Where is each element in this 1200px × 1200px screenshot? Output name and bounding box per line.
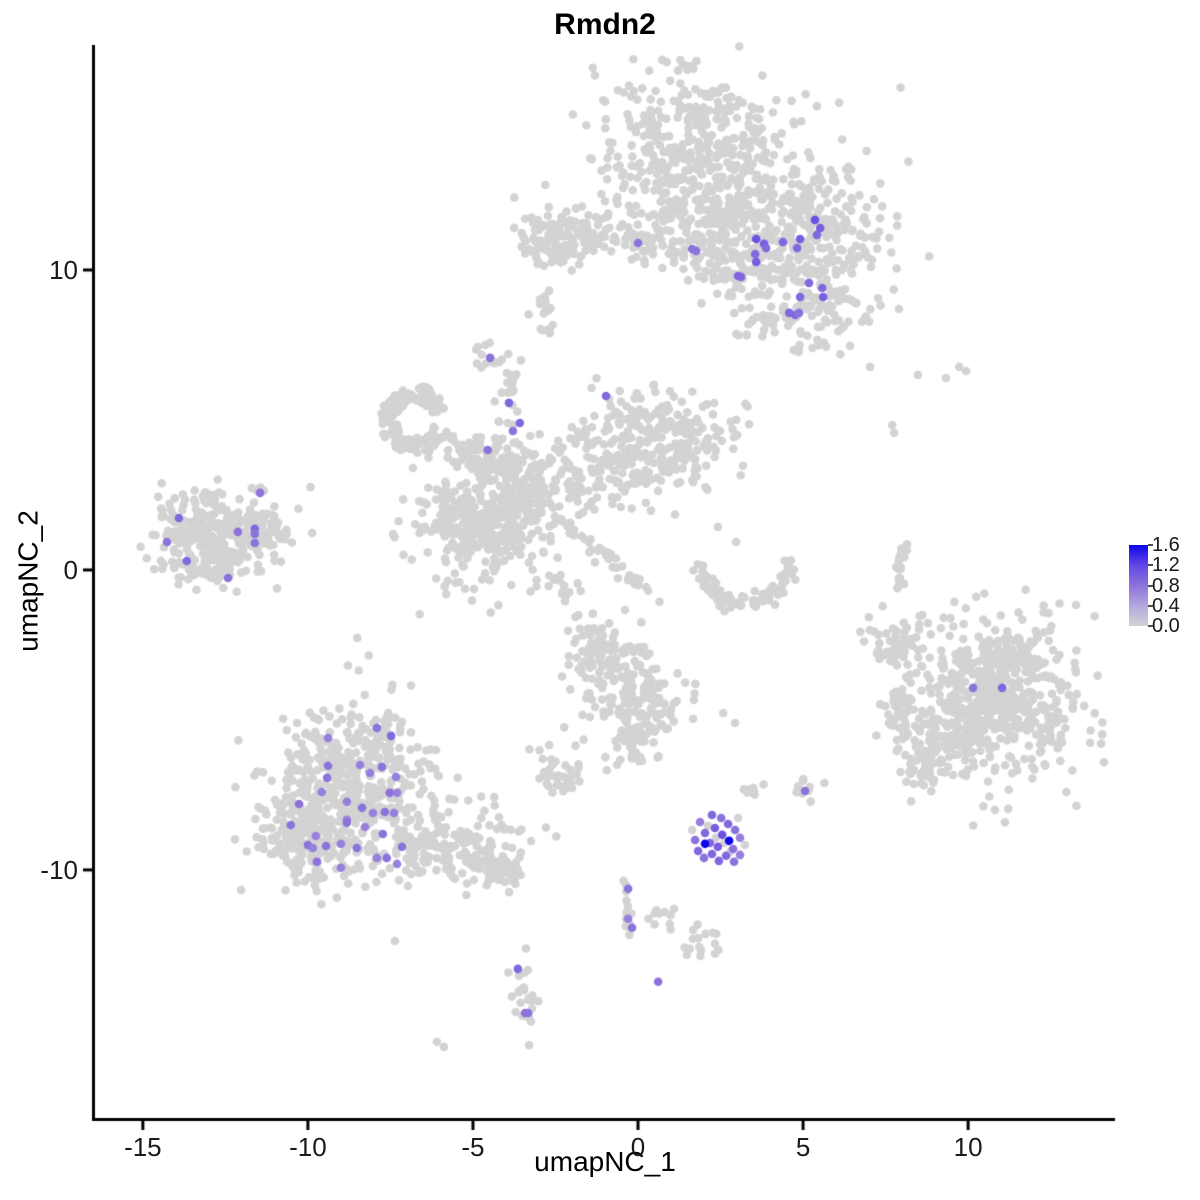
legend-gradient-bar xyxy=(1129,545,1148,626)
legend-tick-mark xyxy=(1148,604,1153,607)
x-tick-label: 10 xyxy=(953,1132,983,1162)
x-tick-label: -10 xyxy=(289,1132,327,1162)
legend-tick-label: 0.4 xyxy=(1152,594,1180,617)
y-tick-label: 0 xyxy=(63,554,78,585)
x-tick-label: 5 xyxy=(795,1132,811,1162)
x-tick-label: 0 xyxy=(630,1132,646,1162)
x-tick-label: -5 xyxy=(461,1132,485,1162)
legend-tick-label: 1.2 xyxy=(1152,554,1180,577)
legend-tick-label: 0.8 xyxy=(1152,574,1180,597)
legend-tick-mark xyxy=(1148,544,1153,546)
plot-title: Rmdn2 xyxy=(554,8,656,41)
x-axis-title: umapNC_1 xyxy=(534,1146,676,1177)
legend-tick-mark xyxy=(1148,625,1153,627)
legend-tick-label: 0.0 xyxy=(1152,615,1180,637)
y-tick-label: 10 xyxy=(49,254,78,285)
legend-tick-label: 1.6 xyxy=(1152,534,1180,556)
x-tick-label: -15 xyxy=(124,1132,162,1162)
y-tick-label: -10 xyxy=(40,854,78,885)
legend-tick-mark xyxy=(1148,564,1153,567)
legend-tick-mark xyxy=(1148,584,1153,587)
